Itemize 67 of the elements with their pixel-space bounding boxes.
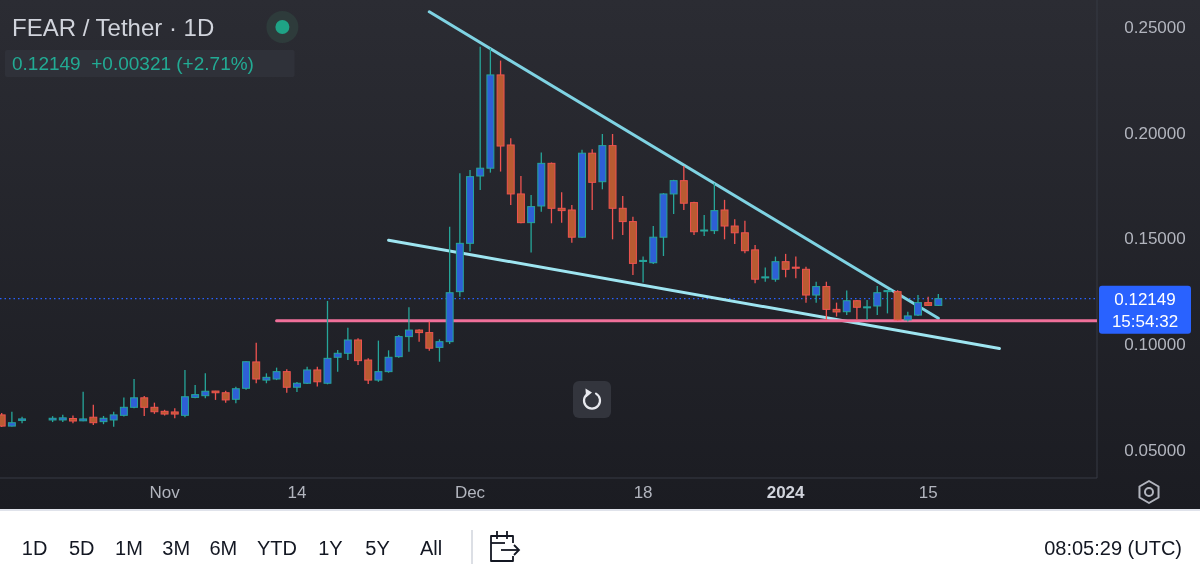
candlestick [313,366,322,388]
candlestick [822,281,831,321]
candlestick [791,255,800,280]
text: 6M [209,537,238,559]
text: 15:54:32 [1111,311,1179,331]
candlestick [425,320,434,352]
candlestick [201,372,210,399]
text: 1M [115,537,143,559]
text: 3M [162,537,191,559]
text: 5D [69,537,95,559]
candlestick [679,165,688,211]
text: YTD [256,537,297,559]
candlestick [730,218,739,245]
x-tick-label: Dec [454,483,486,502]
text: 1Y [318,537,343,559]
text: 08:05:29 (UTC) [1044,537,1182,559]
candlestick [130,378,139,410]
candlestick [191,384,200,399]
y-tick-label: 0.20000 [1124,123,1186,143]
text: 1D [21,537,48,559]
candlestick [873,285,882,316]
text: FEAR / Tether · 1D [12,14,215,41]
candlestick [180,369,189,418]
candlestick [883,289,892,315]
y-tick-label: 0.15000 [1124,229,1186,249]
candlestick [140,395,149,417]
y-tick-label: 0.10000 [1124,334,1186,354]
candlestick [863,299,872,321]
candlestick [435,338,444,363]
ref-line-label: 0.12149 [1114,289,1176,309]
candlestick [354,337,362,366]
candlestick [781,253,790,278]
candlestick [343,327,352,361]
candlestick [404,306,413,353]
candlestick [771,255,780,283]
candlestick [476,45,485,191]
candlestick [333,349,342,373]
x-tick-label: 15 [918,483,938,502]
x-tick-label: Nov [149,483,181,502]
text: 5Y [365,537,390,559]
candlestick [7,411,16,428]
text: All [419,537,443,559]
candlestick [415,328,424,343]
y-tick-label: 0.05000 [1124,440,1186,460]
candlestick [527,194,536,254]
candlestick [618,195,627,236]
candlestick [700,214,709,237]
candlestick [364,357,373,385]
candlestick [557,191,566,224]
candlestick [252,342,261,384]
candlestick [669,179,678,215]
candlestick [79,391,88,422]
x-tick-label: 18 [633,483,653,502]
candlestick [710,182,719,235]
candlestick [914,294,922,317]
candlestick [740,220,749,254]
candlestick [639,255,648,284]
candlestick [720,199,729,240]
x-tick-label: 2024 [766,483,806,502]
candlestick [842,289,851,316]
candlestick [89,404,98,426]
candlestick [282,368,291,394]
candlestick [812,281,821,304]
candlestick [394,334,403,359]
x-tick-label: 14 [287,483,307,502]
y-tick-label: 0.25000 [1124,18,1186,38]
text: 0.12149 +0.00321 (+2.71%) [12,53,254,74]
